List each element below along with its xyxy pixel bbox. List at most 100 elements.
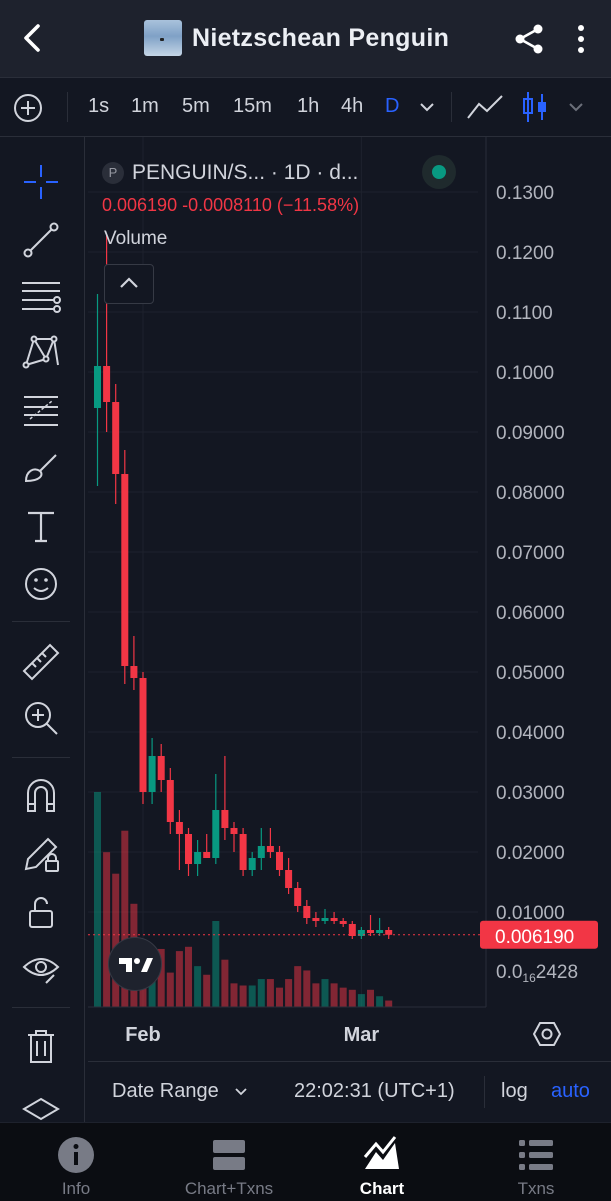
auto-scale-toggle[interactable]: auto (551, 1080, 590, 1102)
volume-bar (239, 985, 247, 1007)
volume-bar (330, 983, 338, 1007)
add-indicator-icon[interactable] (12, 92, 44, 124)
pattern-icon[interactable] (20, 331, 62, 373)
layers-icon[interactable] (20, 1095, 62, 1137)
volume-bar (385, 1000, 393, 1007)
crosshair-icon[interactable] (20, 161, 62, 203)
volume-bar (357, 994, 365, 1007)
bottom-navigation: Info Chart+Txns Chart Txns (0, 1122, 611, 1201)
volume-bar (303, 970, 311, 1007)
pencil-lock-icon[interactable] (20, 833, 62, 875)
legend-change-pct: (−11.58%) (276, 195, 360, 215)
chevron-down-icon[interactable] (234, 1086, 248, 1098)
timezone-clock[interactable]: 22:02:31 (UTC+1) (294, 1080, 455, 1102)
log-scale-toggle[interactable]: log (501, 1080, 528, 1102)
candle-body (294, 888, 302, 906)
volume-bar (166, 972, 174, 1007)
interval-1m[interactable]: 1m (131, 95, 159, 117)
interval-4h[interactable]: 4h (341, 95, 364, 117)
volume-bar (257, 979, 265, 1007)
magnet-icon[interactable] (20, 775, 62, 817)
nav-label: Info (61, 1179, 91, 1198)
trendline-icon[interactable] (20, 219, 62, 261)
legend-collapse-button[interactable] (104, 264, 154, 304)
back-arrow-icon[interactable] (14, 20, 50, 56)
token-avatar (144, 20, 182, 56)
candle-body (367, 930, 374, 933)
candle-body (285, 870, 293, 888)
volume-bar (248, 985, 256, 1007)
top-bar: Nietzschean Penguin (0, 0, 611, 78)
y-axis-tick-label: 0.01000 (496, 903, 565, 924)
volume-bar (185, 946, 192, 1007)
chevron-down-icon[interactable] (566, 98, 586, 116)
y-axis-tick-label: 0.0162428 (496, 962, 578, 985)
tradingview-logo[interactable] (108, 937, 162, 991)
volume-bar (230, 983, 238, 1007)
volume-bar (103, 852, 111, 1007)
title-group: Nietzschean Penguin (144, 20, 449, 56)
date-range-button[interactable]: Date Range (112, 1080, 219, 1102)
trash-icon[interactable] (20, 1025, 62, 1067)
nav-chart-txns[interactable]: Chart+Txns (164, 1123, 294, 1201)
ruler-icon[interactable] (20, 641, 62, 683)
tool-divider (12, 757, 70, 758)
volume-bar (221, 959, 229, 1007)
volume-bar (194, 966, 202, 1007)
candle-body (194, 852, 202, 864)
candle-body (212, 810, 220, 858)
volume-bar (266, 979, 274, 1007)
emoji-icon[interactable] (20, 563, 62, 605)
price-chart[interactable]: 0.1300 0.1200 0.1100 0.1000 0.09000 0.08000 0.… (88, 137, 611, 1061)
legend-resolution: · 1D · d... (270, 161, 359, 184)
chart-icon (363, 1136, 399, 1169)
brush-icon[interactable] (20, 447, 62, 489)
volume-bar (348, 989, 356, 1007)
interval-1s[interactable]: 1s (88, 95, 110, 117)
line-chart-icon[interactable] (466, 92, 504, 122)
more-vertical-icon[interactable] (570, 22, 592, 56)
interval-1h[interactable]: 1h (297, 95, 320, 117)
chevron-up-icon (120, 277, 138, 288)
volume-bar (294, 966, 302, 1007)
volume-bar (376, 996, 384, 1007)
tool-divider (12, 1007, 70, 1008)
nav-info[interactable]: Info (26, 1123, 126, 1201)
y-axis-tick-label: 0.09000 (496, 423, 565, 444)
volume-bar (312, 983, 320, 1007)
candlestick-icon[interactable] (520, 90, 550, 124)
candle-body (330, 918, 338, 921)
last-price-tag (480, 920, 598, 949)
info-icon (58, 1137, 94, 1173)
y-axis-tick-label: 0.1100 (496, 303, 553, 324)
share-icon[interactable] (512, 22, 546, 56)
volume-bar (285, 979, 293, 1007)
interval-15m[interactable]: 15m (233, 95, 272, 117)
candle-body (321, 918, 329, 921)
interval-5m[interactable]: 5m (182, 95, 210, 117)
y-axis-tick-label: 0.07000 (496, 543, 565, 564)
volume-legend[interactable]: Volume (104, 228, 168, 249)
nav-txns[interactable]: Txns (486, 1123, 586, 1201)
legend-values: 0.006190 -0.0008110 (−11.58%) (102, 195, 359, 216)
chevron-down-icon[interactable] (417, 98, 437, 116)
zoom-in-icon[interactable] (20, 697, 62, 739)
x-axis-tick-label: Feb (125, 1024, 161, 1046)
volume-bar (175, 951, 183, 1007)
volume-bar (121, 830, 129, 1007)
text-icon[interactable] (20, 505, 62, 547)
chart-settings-icon[interactable] (533, 1020, 561, 1048)
legend-symbol-row[interactable]: P PENGUIN/S... · 1D · d... (102, 161, 358, 185)
interval-d[interactable]: D (385, 95, 400, 117)
y-axis-tick-label: 0.05000 (496, 663, 565, 684)
chart-area[interactable]: 0.1300 0.1200 0.1100 0.1000 0.09000 0.08000 0.… (88, 137, 611, 1122)
horizontal-lines-icon[interactable] (20, 275, 62, 317)
candle-body (148, 756, 156, 792)
candle-body (94, 366, 101, 408)
fib-icon[interactable] (20, 389, 62, 431)
nav-label: Chart (359, 1179, 405, 1198)
nav-chart[interactable]: Chart (332, 1123, 432, 1201)
y-axis-tick-label: 0.02000 (496, 843, 565, 864)
eye-icon[interactable] (20, 947, 62, 989)
lock-icon[interactable] (20, 891, 62, 933)
